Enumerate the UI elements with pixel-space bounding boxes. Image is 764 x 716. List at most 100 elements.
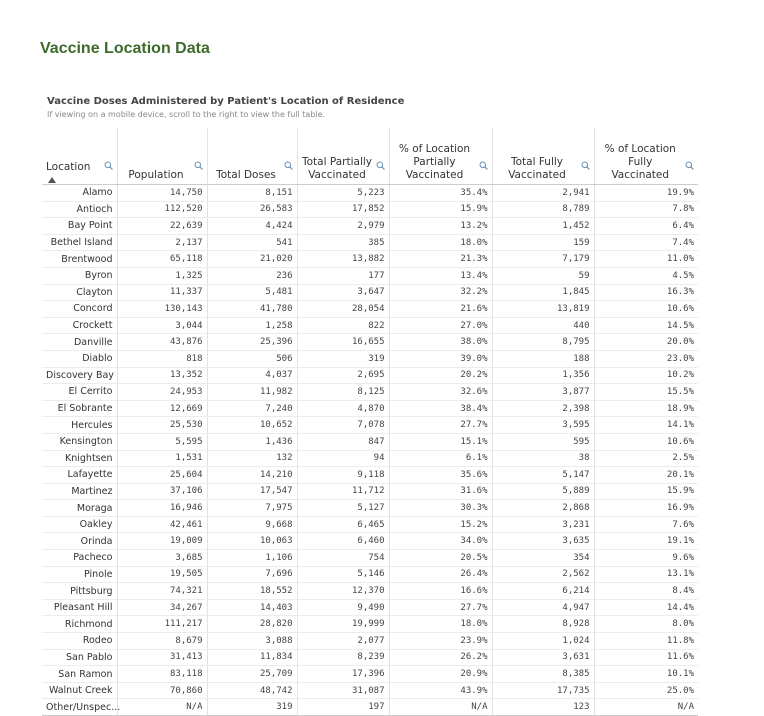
column-header[interactable]: Population [116,128,207,185]
column-header[interactable]: Total Doses [206,128,297,185]
table-row: Orinda 19,009 10,063 6,460 34.0% 3,635 19.1% [42,532,698,551]
location-cell: Walnut Creek [42,682,117,700]
table-row: San Ramon 83,118 25,709 17,396 20.9% 8,385 10.… [42,665,698,683]
value-cell: 27.7% [388,416,492,434]
location-cell: Pinole [42,566,117,584]
value-cell: 11,982 [206,383,297,401]
page-title: Vaccine Location Data [40,40,210,57]
value-cell: 8,239 [296,649,389,667]
value-cell: 5,889 [491,483,594,501]
value-cell: 385 [296,234,389,252]
value-cell: 7,975 [206,499,297,517]
column-header[interactable]: Location [42,128,117,185]
value-cell: 8.4% [593,582,698,600]
value-cell: 26,583 [206,201,297,219]
value-cell: 8,385 [491,665,594,683]
value-cell: 2,695 [296,367,389,385]
value-cell: 17,735 [491,682,594,700]
value-cell: 5,481 [206,284,297,302]
location-cell: Orinda [42,532,117,551]
column-header[interactable]: Total Partially Vaccinated [296,128,389,185]
column-header[interactable]: % of Location Fully Vaccinated [593,128,698,185]
table-row: Knightsen 1,531 132 94 6.1% 38 2.5% [42,450,698,468]
value-cell: 10.1% [593,665,698,683]
value-cell: 10.6% [593,300,698,318]
value-cell: 21.3% [388,250,492,268]
table-row: Walnut Creek 70,860 48,742 31,087 43.9% 17,73… [42,682,698,700]
column-header-text: Total Doses [216,169,276,181]
column-header[interactable]: % of Location Partially Vaccinated [388,128,492,185]
value-cell: 11,337 [116,284,207,302]
value-cell: 354 [491,549,594,567]
search-icon[interactable] [284,161,293,170]
value-cell: 1,436 [206,433,297,451]
value-cell: 7,078 [296,416,389,434]
value-cell: 3,631 [491,649,594,667]
value-cell: 822 [296,317,389,335]
value-cell: 130,143 [116,300,207,318]
value-cell: 159 [491,234,594,252]
value-cell: 21,020 [206,250,297,268]
value-cell: 48,742 [206,682,297,700]
search-icon[interactable] [685,161,694,170]
value-cell: 754 [296,549,389,567]
value-cell: 6,214 [491,582,594,600]
search-icon[interactable] [479,161,488,170]
value-cell: 4.5% [593,267,698,285]
location-cell: San Pablo [42,649,117,667]
value-cell: 7,240 [206,400,297,418]
value-cell: 25,396 [206,333,297,351]
location-cell: Other/Unspec... [42,698,120,716]
value-cell: 26.4% [388,566,492,584]
value-cell: 42,461 [116,516,207,534]
location-cell: Clayton [42,284,117,302]
location-cell: Pleasant Hill [42,599,117,617]
table-row: El Cerrito 24,953 11,982 8,125 32.6% 3,877 15.… [42,383,698,401]
table-row: Antioch 112,520 26,583 17,852 15.9% 8,789 7.8% [42,201,698,219]
search-icon[interactable] [376,161,385,170]
value-cell: 3,595 [491,416,594,434]
value-cell: 6,465 [296,516,389,534]
table-note: If viewing on a mobile device, scroll to… [47,110,326,119]
value-cell: 19.1% [593,532,698,551]
value-cell: 2,562 [491,566,594,584]
value-cell: 14.1% [593,416,698,434]
location-cell: Martinez [42,483,117,501]
value-cell: 25.0% [593,682,698,700]
table-row: Bay Point 22,639 4,424 2,979 13.2% 1,452 6.4% [42,217,698,235]
search-icon[interactable] [194,161,203,170]
value-cell: 9,668 [206,516,297,534]
value-cell: 15.1% [388,433,492,451]
table-row: Bethel Island 2,137 541 385 18.0% 159 7.4% [42,234,698,252]
column-header-text: % of Location Partially Vaccinated [398,143,471,181]
value-cell: 22,639 [116,217,207,235]
table-row: San Pablo 31,413 11,834 8,239 26.2% 3,631 11.6… [42,649,698,667]
location-cell: Kensington [42,433,117,451]
table-row: Byron 1,325 236 177 13.4% 59 4.5% [42,267,698,285]
value-cell: 7.8% [593,201,698,219]
location-cell: Brentwood [42,250,117,268]
value-cell: 59 [491,267,594,285]
value-cell: 39.0% [388,350,492,368]
value-cell: 20.0% [593,333,698,351]
value-cell: 25,530 [116,416,207,434]
value-cell: 32.6% [388,383,492,401]
value-cell: 1,452 [491,217,594,235]
value-cell: 30.3% [388,499,492,517]
location-cell: Pacheco [42,549,117,567]
search-icon[interactable] [104,161,113,170]
table-row: Lafayette 25,604 14,210 9,118 35.6% 5,147 20.1… [42,466,698,484]
value-cell: 19,009 [116,532,207,551]
search-icon[interactable] [581,161,590,170]
value-cell: 70,860 [116,682,207,700]
value-cell: 27.7% [388,599,492,617]
value-cell: 4,947 [491,599,594,617]
value-cell: 1,024 [491,632,594,650]
value-cell: 11.8% [593,632,698,650]
column-header[interactable]: Total Fully Vaccinated [491,128,594,185]
value-cell: 28,820 [206,615,297,634]
value-cell: 8,151 [206,184,297,202]
value-cell: 2,868 [491,499,594,517]
table-row: Discovery Bay 13,352 4,037 2,695 20.2% 1,356 1… [42,367,698,385]
value-cell: 43.9% [388,682,492,700]
